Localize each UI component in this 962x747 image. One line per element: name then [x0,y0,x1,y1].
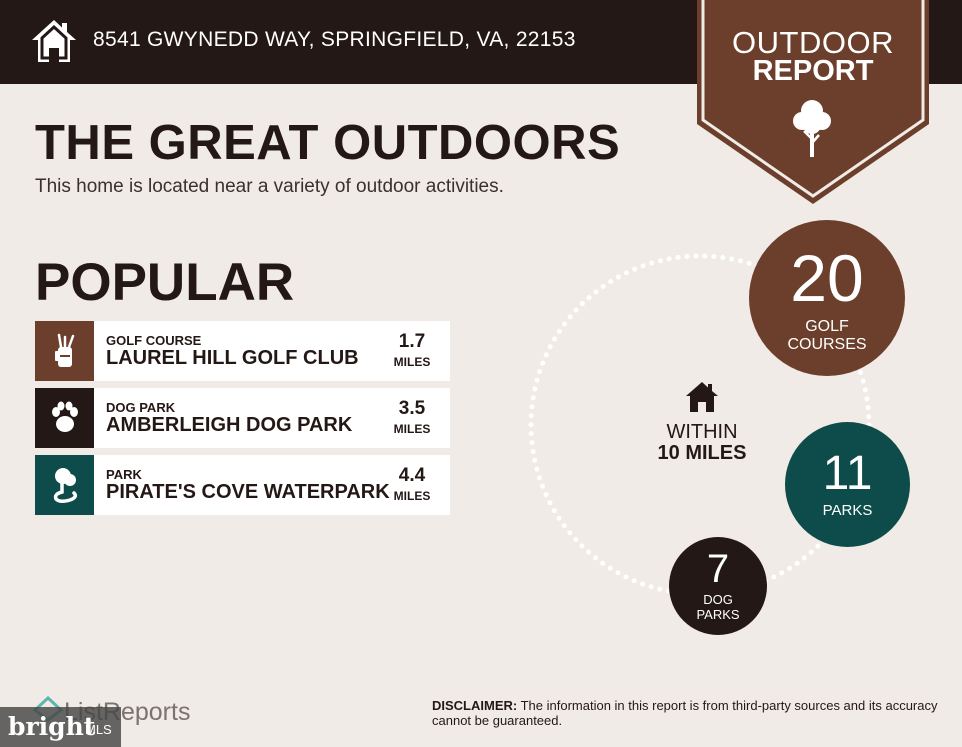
golf-courses-stat: 20 GOLF COURSES [749,220,905,376]
popular-heading: POPULAR [35,253,295,312]
list-item: PARK PIRATE'S COVE WATERPARK 4.4 MILES [35,455,450,515]
item-distance-unit: MILES [393,422,431,436]
stat-label-line: GOLF [805,318,849,335]
park-icon [53,468,77,504]
stat-label-line: DOG [703,592,733,607]
golf-bag-icon [54,333,74,367]
item-distance-unit: MILES [393,489,431,503]
mls-suffix: MLS [85,722,112,737]
park-icon-box [35,455,94,515]
item-distance: 4.4 [398,465,426,486]
mls-brand: bright [8,712,96,741]
disclaimer-text: The information in this report is from t… [432,698,938,728]
popular-list: GOLF COURSE LAUREL HILL GOLF CLUB 1.7 MI… [35,321,450,522]
badge-title-line1: OUTDOOR [732,25,894,60]
page-subtitle: This home is located near a variety of o… [35,176,504,197]
item-distance: 3.5 [398,398,426,419]
stat-label: PARKS [822,502,873,519]
home-icon [686,382,718,412]
stat-value: 11 [822,447,873,500]
item-distance-unit: MILES [393,355,431,369]
property-address: 8541 GWYNEDD WAY, SPRINGFIELD, VA, 22153 [93,28,576,51]
item-name: PIRATE'S COVE WATERPARK [106,481,390,503]
page-title: THE GREAT OUTDOORS [35,116,621,170]
disclaimer: DISCLAIMER: The information in this repo… [432,698,942,728]
stat-value: 20 [790,241,864,315]
stat-label: DOG PARKS [669,592,767,622]
item-category: DOG PARK [106,400,176,415]
item-name: AMBERLEIGH DOG PARK [106,414,353,436]
item-category: GOLF COURSE [106,333,202,348]
dog-park-icon-box [35,388,94,448]
stat-label-line: PARKS [696,607,740,622]
within-label: WITHIN [666,421,738,443]
stat-label: GOLF COURSES [749,318,905,354]
tree-icon [793,100,831,157]
list-item: DOG PARK AMBERLEIGH DOG PARK 3.5 MILES [35,388,450,448]
home-icon [32,20,76,62]
parks-stat: 11 PARKS [785,422,910,547]
item-distance: 1.7 [398,331,426,352]
paw-icon [51,401,78,432]
stat-value: 7 [706,547,730,591]
list-item: GOLF COURSE LAUREL HILL GOLF CLUB 1.7 MI… [35,321,450,381]
dog-parks-stat: 7 DOG PARKS [669,537,767,635]
item-category: PARK [106,467,142,482]
golf-icon-box [35,321,94,381]
disclaimer-label: DISCLAIMER: [432,698,518,713]
stat-label-line: COURSES [787,336,867,353]
mls-watermark: bright MLS [0,707,121,747]
badge-title-line2: REPORT [752,55,874,87]
within-distance: 10 MILES [657,442,747,464]
item-name: LAUREL HILL GOLF CLUB [106,347,359,369]
